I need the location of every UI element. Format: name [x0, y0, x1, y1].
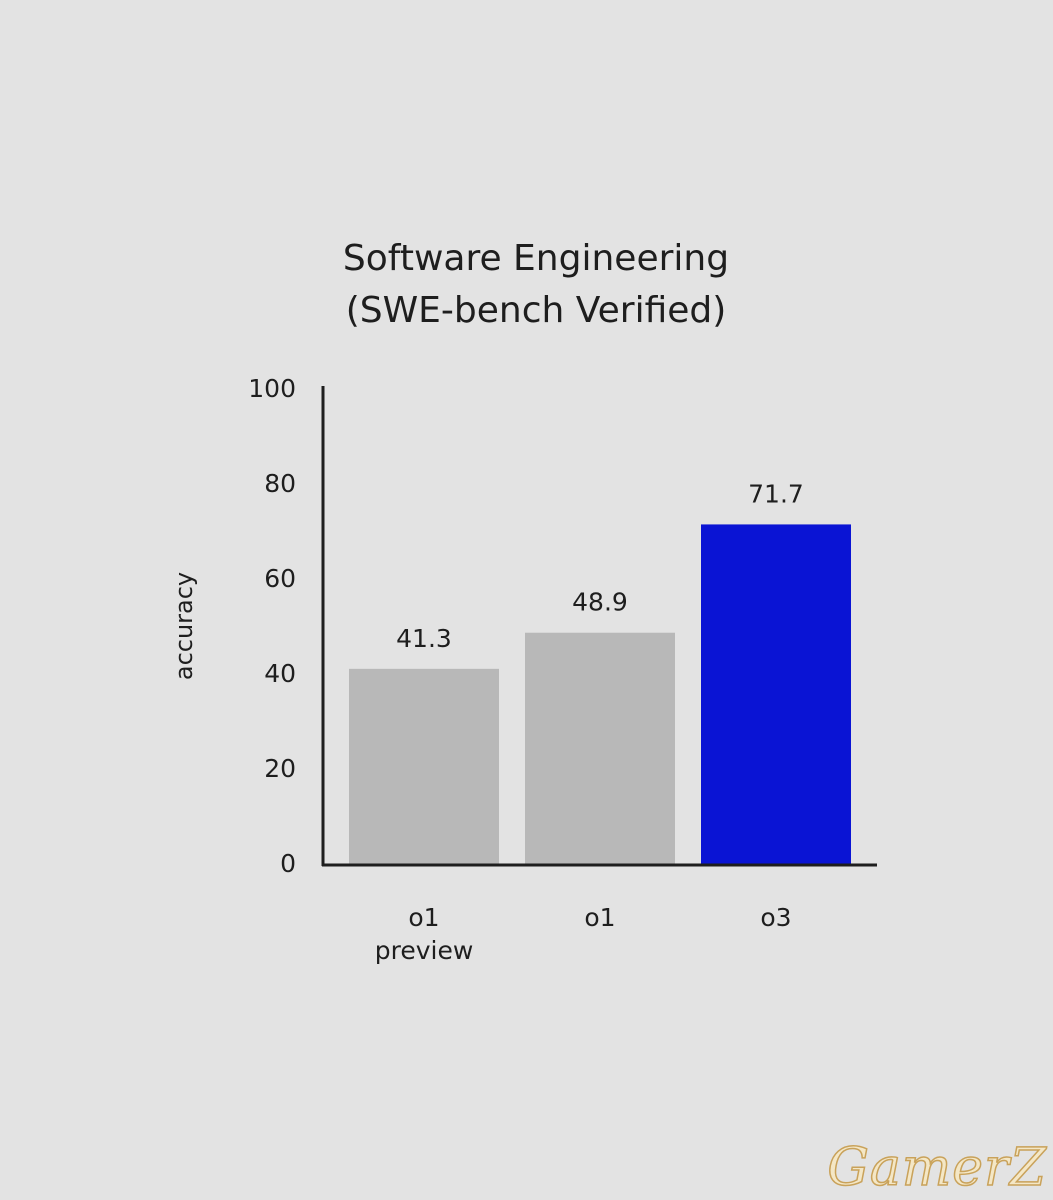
bar-0 [349, 668, 499, 865]
bar-1 [525, 632, 675, 865]
x-category-label: preview [375, 936, 474, 965]
axes [321, 386, 877, 867]
y-axis-title: accuracy [170, 572, 198, 680]
bars [349, 524, 851, 865]
watermark-logo: GamerZ [827, 1137, 1047, 1199]
value-labels: 41.3 48.9 71.7 [396, 479, 804, 652]
chart-title: Software Engineering (SWE-bench Verified) [343, 238, 729, 331]
y-tick-label: 40 [264, 659, 296, 688]
value-label: 48.9 [572, 588, 628, 617]
y-tick-label: 100 [248, 374, 296, 403]
y-tick-label: 80 [264, 469, 296, 498]
x-category-label: o1 [584, 903, 615, 932]
chart-title-line: (SWE-bench Verified) [346, 290, 727, 331]
y-axis-title-group: accuracy [170, 572, 198, 680]
y-tick-labels: 0 20 40 60 80 100 [248, 374, 296, 878]
x-category-labels: o1 preview o1 o3 [375, 903, 792, 965]
y-tick-label: 20 [264, 754, 296, 783]
chart-title-line: Software Engineering [343, 238, 729, 279]
x-category-label: o3 [760, 903, 791, 932]
value-label: 71.7 [748, 479, 804, 508]
y-tick-label: 60 [264, 564, 296, 593]
x-category-label: o1 [408, 903, 439, 932]
bar-2 [701, 524, 851, 865]
y-tick-label: 0 [280, 849, 296, 878]
value-label: 41.3 [396, 624, 452, 653]
